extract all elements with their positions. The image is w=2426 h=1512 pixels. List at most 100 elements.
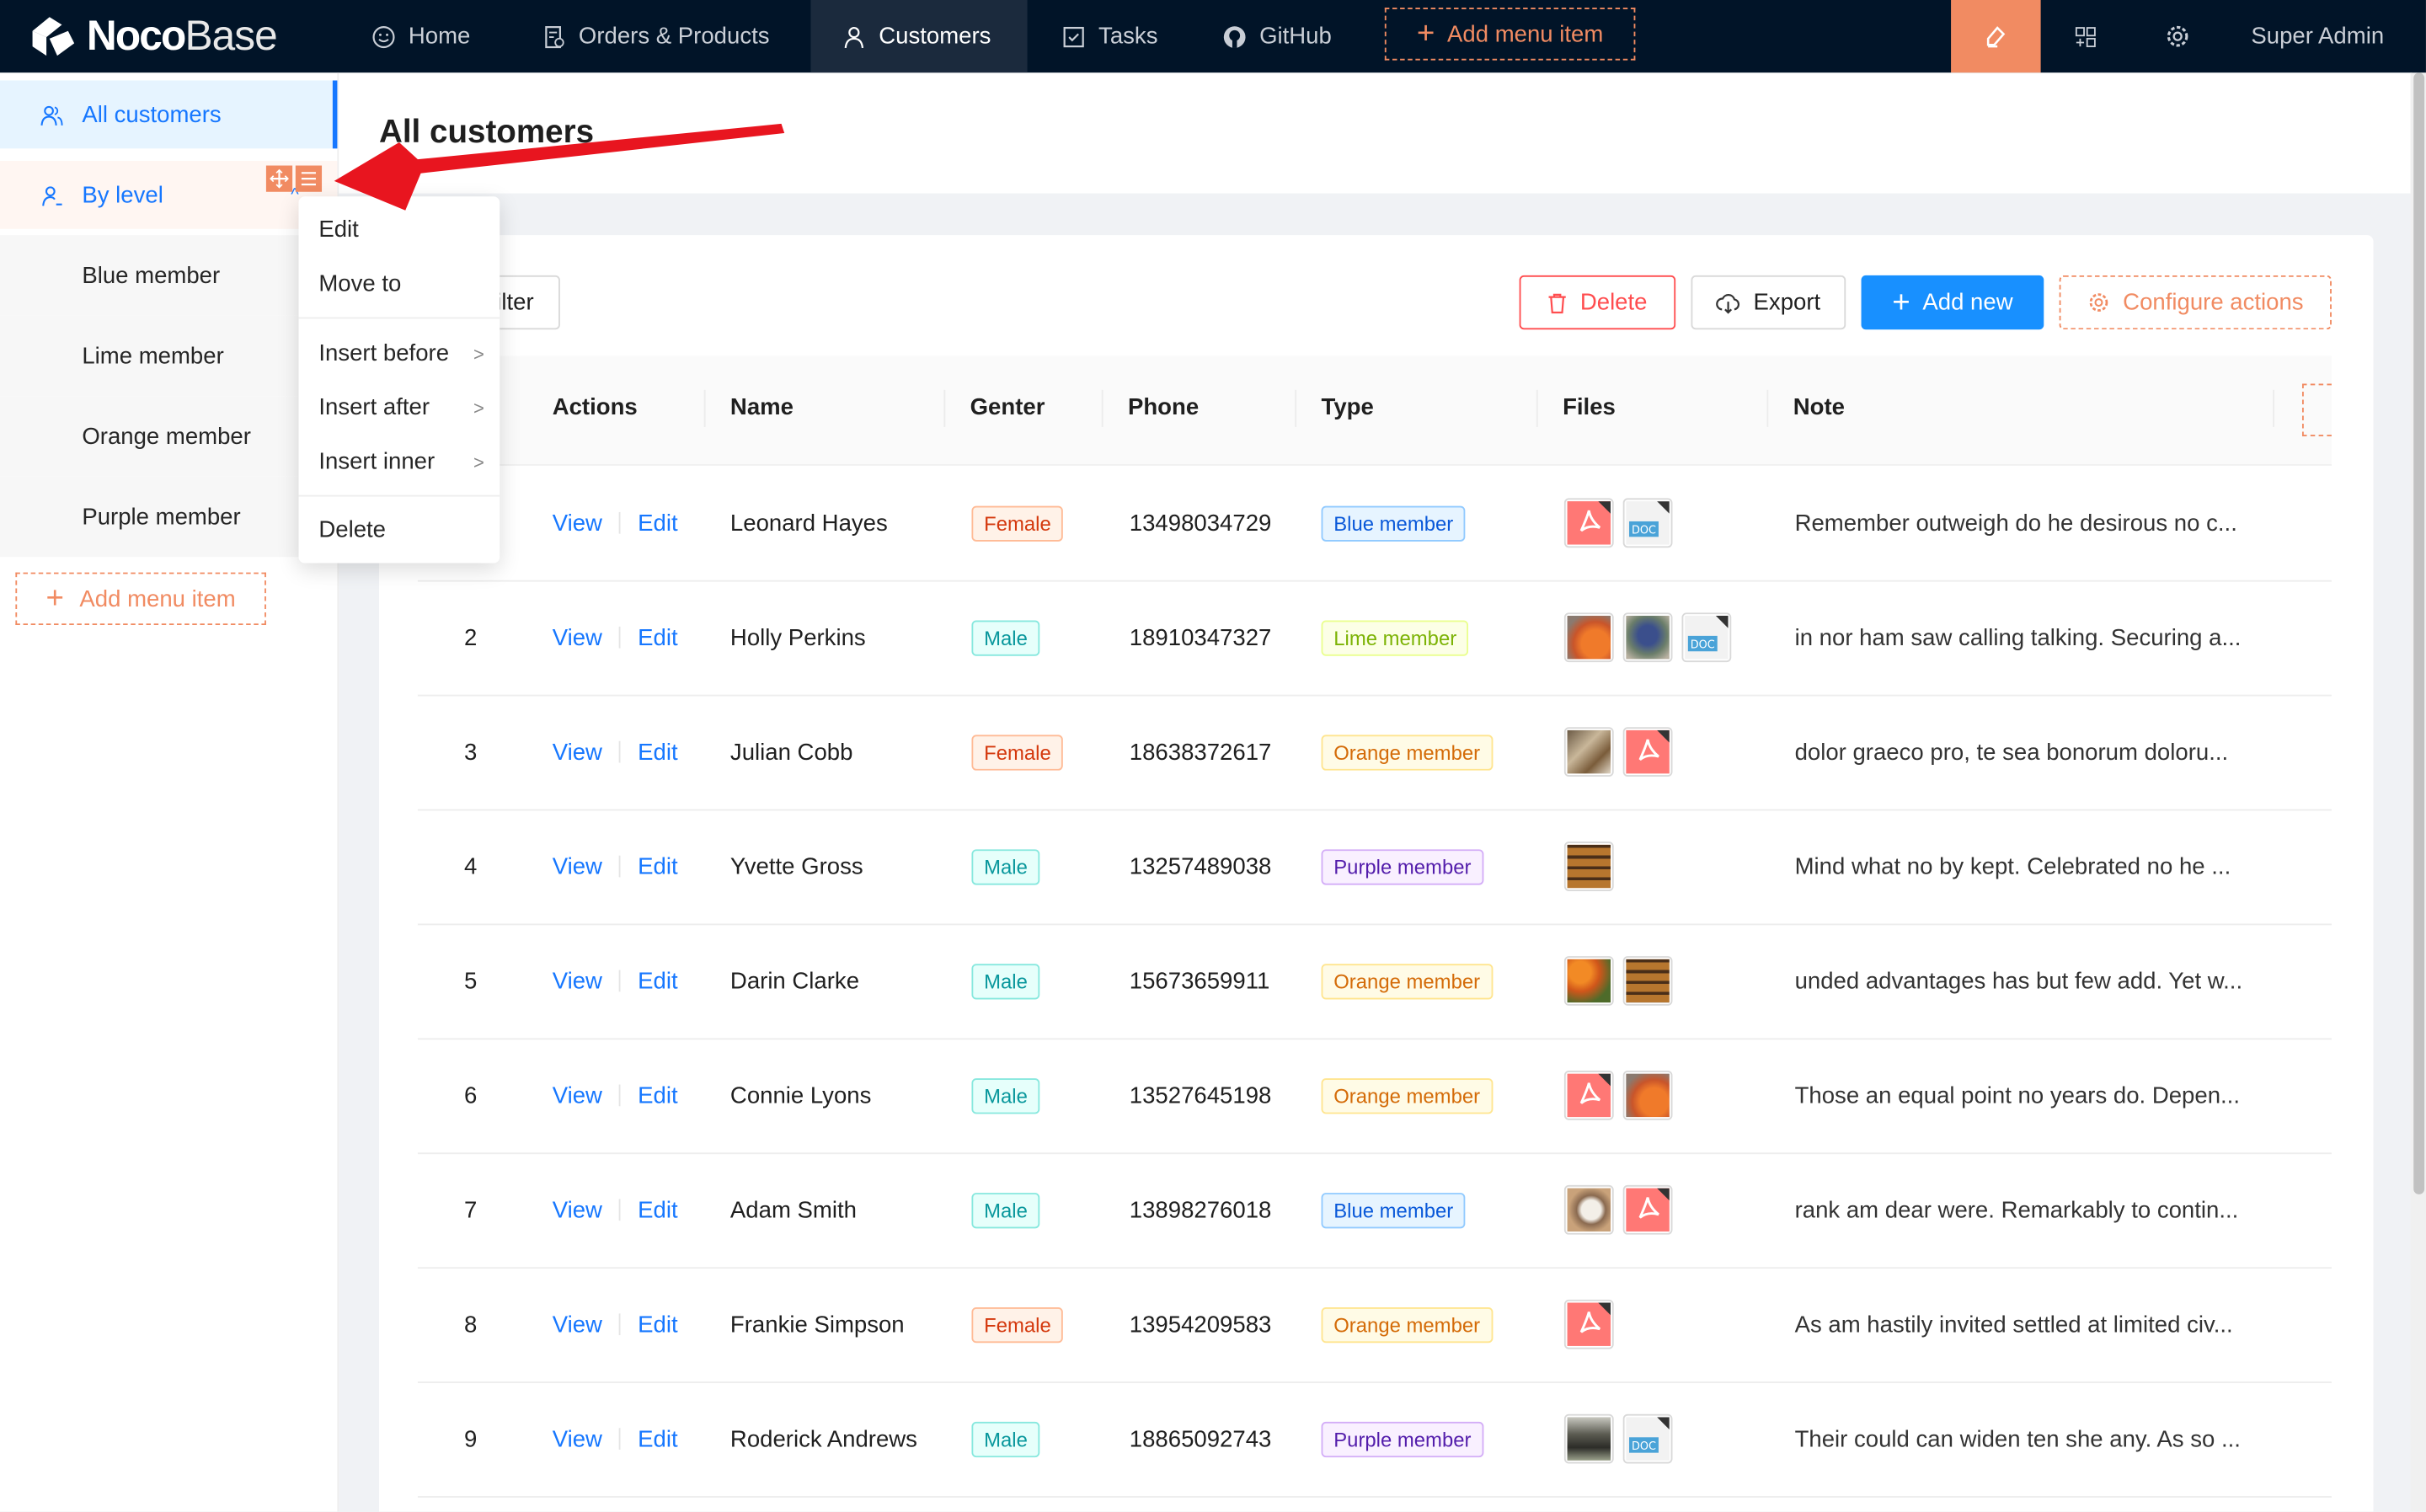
nav-orders-products[interactable]: Orders & Products (510, 0, 800, 72)
column-header-gender[interactable]: Genter (970, 394, 1045, 421)
edit-link[interactable]: Edit (638, 1082, 678, 1109)
doc-file-icon[interactable]: DOC (1622, 498, 1673, 548)
chevron-up-icon[interactable]: ^ (291, 185, 299, 205)
files-cell (1563, 1267, 1623, 1381)
image-thumbnail[interactable] (1622, 956, 1673, 1006)
column-header-name[interactable]: Name (729, 394, 794, 421)
edit-link[interactable]: Edit (638, 1196, 678, 1223)
view-link[interactable]: View (552, 624, 602, 651)
nav-tasks[interactable]: Tasks (1030, 0, 1189, 72)
image-thumbnail[interactable] (1622, 1070, 1673, 1120)
phone-number: 13498034729 (1129, 510, 1272, 537)
view-link[interactable]: View (552, 510, 602, 537)
gender-cell: Female (971, 1267, 1064, 1381)
export-label: Export (1753, 289, 1821, 316)
column-header-files[interactable]: Files (1563, 394, 1616, 421)
menu-move-to[interactable]: Move to (298, 257, 500, 311)
menu-insert-after[interactable]: Insert after > (298, 381, 500, 435)
sidebar-add-menu-item-button[interactable]: + Add menu item (15, 572, 266, 626)
view-link[interactable]: View (552, 852, 602, 880)
menu-item-label: Insert before (318, 340, 450, 367)
sidebar-item-all-customers[interactable]: All customers (0, 80, 338, 149)
row-actions: View Edit (553, 809, 678, 924)
edit-link[interactable]: Edit (638, 967, 678, 995)
image-thumbnail[interactable] (1563, 612, 1614, 663)
row-index: 6 (464, 1082, 478, 1109)
type-cell: Orange member (1321, 695, 1493, 809)
sidebar-item-label: By level (82, 181, 163, 209)
column-header-phone[interactable]: Phone (1127, 394, 1200, 421)
menu-delete[interactable]: Delete (298, 503, 500, 557)
phone-number: 18638372617 (1129, 739, 1272, 766)
pdf-file-icon[interactable] (1563, 1070, 1614, 1120)
image-thumbnail[interactable] (1622, 612, 1673, 663)
add-menu-item-button[interactable]: + Add menu item (1384, 8, 1636, 61)
item-settings-handle[interactable] (295, 165, 323, 192)
row-index: 3 (464, 739, 478, 766)
file-preview: DOC (1626, 501, 1670, 545)
edit-link[interactable]: Edit (638, 852, 678, 880)
column-header-actions[interactable]: Actions (552, 394, 638, 421)
doc-file-icon[interactable]: DOC (1681, 612, 1732, 663)
nav-github[interactable]: GitHub (1191, 0, 1362, 72)
view-link[interactable]: View (552, 1425, 602, 1452)
sidebar-item-by-level[interactable]: By level ^ (0, 161, 338, 229)
sidebar-subitem-label: Lime member (82, 342, 224, 370)
sidebar-subitem-lime-member[interactable]: Lime member (0, 315, 338, 397)
member-type-tag: Blue member (1321, 505, 1466, 541)
export-button[interactable]: Export (1691, 275, 1846, 330)
drag-handle[interactable] (265, 165, 293, 192)
pdf-file-icon[interactable] (1622, 727, 1673, 777)
menu-insert-before[interactable]: Insert before > (298, 327, 500, 381)
nocobase-logo[interactable]: Noco Base (28, 9, 278, 61)
configure-columns-button[interactable] (2302, 383, 2332, 436)
add-new-button[interactable]: + Add new (1861, 275, 2044, 330)
nav-customers[interactable]: Customers (810, 0, 1028, 73)
logo-text-light: Base (184, 11, 277, 58)
delete-button[interactable]: Delete (1519, 275, 1676, 330)
plus-icon: + (1416, 17, 1435, 51)
image-thumbnail[interactable] (1563, 727, 1614, 777)
column-header-note[interactable]: Note (1793, 394, 1845, 421)
configure-actions-button[interactable]: Configure actions (2059, 275, 2332, 330)
acrobat-icon (1579, 501, 1611, 532)
menu-insert-inner[interactable]: Insert inner > (298, 435, 500, 489)
customer-name: Holly Perkins (729, 624, 866, 651)
sidebar-subitem-purple-member[interactable]: Purple member (0, 476, 338, 558)
doc-file-icon[interactable]: DOC (1622, 1413, 1673, 1464)
edit-link[interactable]: Edit (638, 510, 678, 537)
appstore-add-icon (2075, 26, 2096, 47)
row-actions: View Edit (553, 1038, 678, 1152)
edit-link[interactable]: Edit (638, 1311, 678, 1338)
user-menu[interactable]: Super Admin (2251, 0, 2384, 72)
menu-item-label: Delete (318, 516, 386, 543)
view-link[interactable]: View (552, 1311, 602, 1338)
edit-link[interactable]: Edit (638, 1425, 678, 1452)
image-thumbnail[interactable] (1563, 1184, 1614, 1235)
image-thumbnail[interactable] (1563, 1413, 1614, 1464)
pdf-file-icon[interactable] (1563, 498, 1614, 548)
note-text: Mind what no by kept. Celebrated no he .… (1794, 852, 2231, 880)
sidebar-subitem-orange-member[interactable]: Orange member (0, 396, 338, 477)
nav-home[interactable]: Home (340, 0, 501, 72)
scrollbar-thumb[interactable] (2413, 72, 2425, 1194)
image-thumbnail[interactable] (1563, 841, 1614, 891)
view-link[interactable]: View (552, 967, 602, 995)
view-link[interactable]: View (552, 1082, 602, 1109)
action-divider (619, 626, 621, 649)
gender-tag: Female (971, 505, 1064, 541)
plugin-manager-button[interactable] (2073, 0, 2097, 72)
menu-edit[interactable]: Edit (298, 203, 500, 257)
view-link[interactable]: View (552, 739, 602, 766)
pdf-file-icon[interactable] (1563, 1299, 1614, 1349)
column-header-type[interactable]: Type (1321, 394, 1374, 421)
pdf-file-icon[interactable] (1622, 1184, 1673, 1235)
edit-link[interactable]: Edit (638, 624, 678, 651)
settings-button[interactable] (2165, 0, 2191, 72)
edit-link[interactable]: Edit (638, 739, 678, 766)
plus-icon: + (45, 581, 65, 617)
sidebar-subitem-blue-member[interactable]: Blue member (0, 235, 338, 316)
image-thumbnail[interactable] (1563, 956, 1614, 1006)
ui-editor-toggle[interactable] (1951, 0, 2041, 73)
view-link[interactable]: View (552, 1196, 602, 1223)
